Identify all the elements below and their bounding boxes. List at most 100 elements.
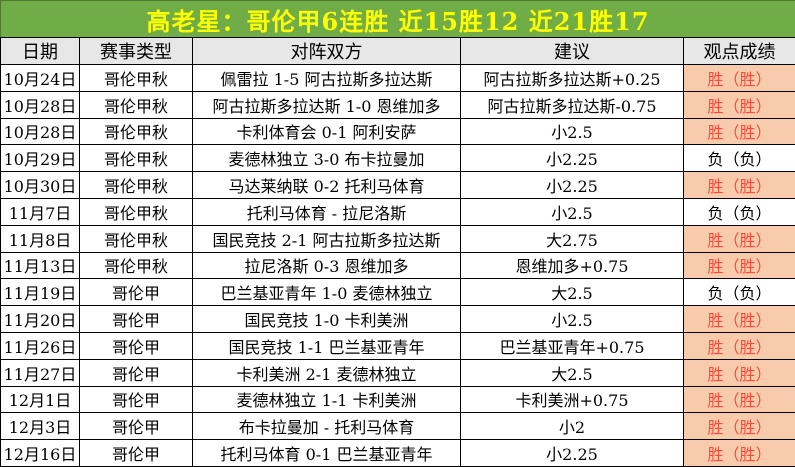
- league-cell: 哥伦甲: [80, 440, 193, 467]
- result-badge: 负（负）: [684, 279, 795, 306]
- result-badge: 胜（胜）: [684, 91, 795, 118]
- date-cell: 10月29日: [1, 145, 80, 172]
- league-cell: 哥伦甲秋: [80, 118, 193, 145]
- match-cell: 巴兰基亚青年 1-0 麦德林独立: [193, 279, 461, 306]
- match-cell: 阿古拉斯多拉达斯 1-0 恩维加多: [193, 91, 461, 118]
- date-cell: 10月28日: [1, 118, 80, 145]
- result-badge: 胜（胜）: [684, 306, 795, 333]
- result-badge: 胜（胜）: [684, 386, 795, 413]
- league-cell: 哥伦甲: [80, 306, 193, 333]
- tip-cell: 小2.5: [461, 306, 684, 333]
- tip-cell: 阿古拉斯多拉达斯-0.75: [461, 91, 684, 118]
- match-cell: 马达莱纳联 0-2 托利马体育: [193, 172, 461, 199]
- column-header-date: 日期: [1, 38, 80, 65]
- result-badge: 负（负）: [684, 145, 795, 172]
- column-header-tip: 建议: [461, 38, 684, 65]
- table-row: 10月28日哥伦甲秋阿古拉斯多拉达斯 1-0 恩维加多阿古拉斯多拉达斯-0.75…: [1, 91, 795, 118]
- date-cell: 11月26日: [1, 332, 80, 359]
- tip-cell: 恩维加多+0.75: [461, 252, 684, 279]
- result-badge: 胜（胜）: [684, 118, 795, 145]
- column-header-league: 赛事类型: [80, 38, 193, 65]
- match-cell: 麦德林独立 3-0 布卡拉曼加: [193, 145, 461, 172]
- result-badge: 负（负）: [684, 198, 795, 225]
- date-cell: 10月30日: [1, 172, 80, 199]
- league-cell: 哥伦甲: [80, 359, 193, 386]
- tip-cell: 小2.25: [461, 145, 684, 172]
- date-cell: 12月1日: [1, 386, 80, 413]
- match-cell: 佩雷拉 1-5 阿古拉斯多拉达斯: [193, 65, 461, 92]
- tip-cell: 卡利美洲+0.75: [461, 386, 684, 413]
- league-cell: 哥伦甲秋: [80, 252, 193, 279]
- match-cell: 国民竞技 2-1 阿古拉斯多拉达斯: [193, 225, 461, 252]
- tip-cell: 小2: [461, 413, 684, 440]
- date-cell: 11月27日: [1, 359, 80, 386]
- league-cell: 哥伦甲秋: [80, 172, 193, 199]
- table-header-row: 日期赛事类型对阵双方建议观点成绩: [1, 38, 795, 65]
- title-row: 高老星：哥伦甲6连胜 近15胜12 近21胜17: [1, 1, 795, 38]
- league-cell: 哥伦甲: [80, 413, 193, 440]
- match-cell: 麦德林独立 1-1 卡利美洲: [193, 386, 461, 413]
- tip-cell: 大2.75: [461, 225, 684, 252]
- result-badge: 胜（胜）: [684, 172, 795, 199]
- match-cell: 卡利体育会 0-1 阿利安萨: [193, 118, 461, 145]
- league-cell: 哥伦甲: [80, 279, 193, 306]
- match-cell: 国民竞技 1-0 卡利美洲: [193, 306, 461, 333]
- result-badge: 胜（胜）: [684, 440, 795, 467]
- result-badge: 胜（胜）: [684, 252, 795, 279]
- tip-cell: 小2.25: [461, 440, 684, 467]
- date-cell: 11月7日: [1, 198, 80, 225]
- column-header-result: 观点成绩: [684, 38, 795, 65]
- tip-cell: 巴兰基亚青年+0.75: [461, 332, 684, 359]
- league-cell: 哥伦甲: [80, 386, 193, 413]
- date-cell: 10月24日: [1, 65, 80, 92]
- result-badge: 胜（胜）: [684, 359, 795, 386]
- column-header-match: 对阵双方: [193, 38, 461, 65]
- date-cell: 11月13日: [1, 252, 80, 279]
- tip-cell: 小2.25: [461, 172, 684, 199]
- league-cell: 哥伦甲秋: [80, 145, 193, 172]
- date-cell: 10月28日: [1, 91, 80, 118]
- match-cell: 拉尼洛斯 0-3 恩维加多: [193, 252, 461, 279]
- match-cell: 国民竞技 1-1 巴兰基亚青年: [193, 332, 461, 359]
- date-cell: 12月16日: [1, 440, 80, 467]
- league-cell: 哥伦甲秋: [80, 65, 193, 92]
- date-cell: 11月20日: [1, 306, 80, 333]
- date-cell: 12月3日: [1, 413, 80, 440]
- tip-cell: 小2.5: [461, 198, 684, 225]
- match-cell: 托利马体育 - 拉尼洛斯: [193, 198, 461, 225]
- tip-cell: 大2.5: [461, 359, 684, 386]
- tip-cell: 小2.5: [461, 118, 684, 145]
- result-badge: 胜（胜）: [684, 65, 795, 92]
- result-badge: 胜（胜）: [684, 225, 795, 252]
- match-cell: 托利马体育 0-1 巴兰基亚青年: [193, 440, 461, 467]
- result-badge: 胜（胜）: [684, 332, 795, 359]
- match-cell: 卡利美洲 2-1 麦德林独立: [193, 359, 461, 386]
- date-cell: 11月19日: [1, 279, 80, 306]
- tip-cell: 阿古拉斯多拉达斯+0.25: [461, 65, 684, 92]
- league-cell: 哥伦甲秋: [80, 91, 193, 118]
- date-cell: 11月8日: [1, 225, 80, 252]
- match-cell: 布卡拉曼加 - 托利马体育: [193, 413, 461, 440]
- tip-cell: 大2.5: [461, 279, 684, 306]
- league-cell: 哥伦甲秋: [80, 225, 193, 252]
- league-cell: 哥伦甲: [80, 332, 193, 359]
- result-badge: 胜（胜）: [684, 413, 795, 440]
- page-title: 高老星：哥伦甲6连胜 近15胜12 近21胜17: [1, 1, 795, 38]
- league-cell: 哥伦甲秋: [80, 198, 193, 225]
